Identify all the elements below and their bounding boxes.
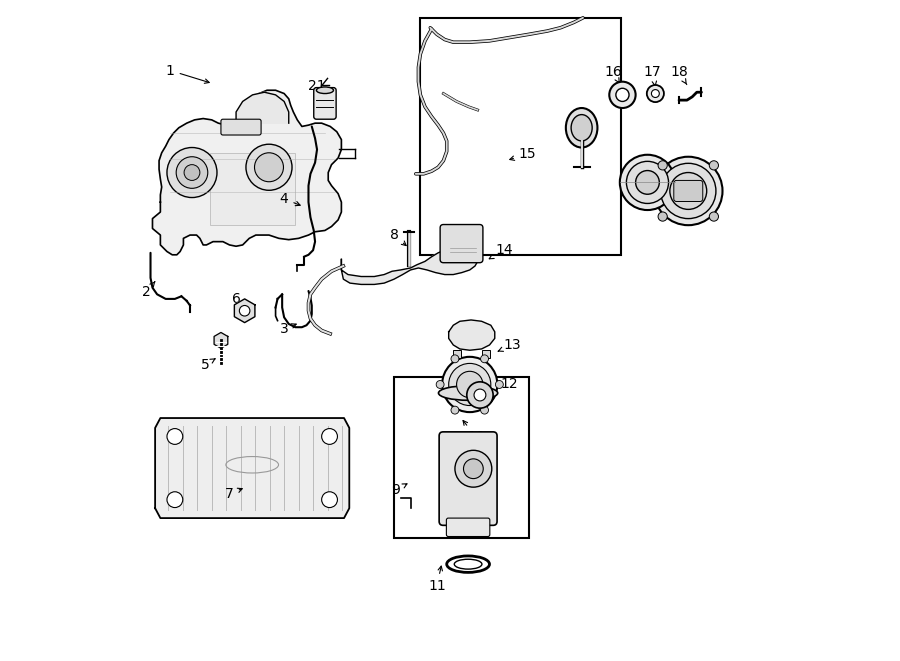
- Polygon shape: [152, 91, 341, 254]
- Polygon shape: [341, 247, 478, 284]
- Polygon shape: [234, 299, 255, 323]
- Circle shape: [442, 357, 498, 412]
- Circle shape: [620, 155, 675, 210]
- Circle shape: [321, 492, 338, 508]
- Polygon shape: [449, 320, 495, 350]
- Circle shape: [481, 406, 489, 414]
- Circle shape: [709, 161, 718, 170]
- Circle shape: [495, 381, 503, 389]
- Ellipse shape: [454, 559, 482, 569]
- FancyBboxPatch shape: [446, 518, 490, 537]
- Circle shape: [246, 144, 292, 190]
- Text: 8: 8: [390, 228, 406, 246]
- Text: 3: 3: [280, 322, 296, 336]
- Bar: [482, 350, 491, 358]
- Text: 5: 5: [201, 358, 215, 371]
- Circle shape: [449, 364, 491, 406]
- Circle shape: [654, 157, 723, 225]
- FancyBboxPatch shape: [314, 88, 336, 119]
- FancyBboxPatch shape: [440, 225, 483, 262]
- Text: 17: 17: [644, 65, 662, 86]
- Bar: [420, 18, 621, 254]
- Ellipse shape: [317, 87, 334, 94]
- Circle shape: [167, 492, 183, 508]
- Circle shape: [167, 428, 183, 444]
- Text: 21: 21: [308, 79, 326, 93]
- Text: 14: 14: [490, 243, 513, 259]
- Text: 1: 1: [166, 63, 209, 83]
- Circle shape: [481, 355, 489, 363]
- Circle shape: [321, 428, 338, 444]
- Text: 2: 2: [141, 282, 155, 299]
- Circle shape: [167, 147, 217, 198]
- Circle shape: [658, 161, 667, 170]
- FancyBboxPatch shape: [439, 432, 497, 525]
- Circle shape: [456, 371, 483, 398]
- Polygon shape: [236, 93, 289, 123]
- Text: 12: 12: [495, 377, 518, 391]
- Bar: [394, 377, 529, 538]
- Circle shape: [464, 459, 483, 479]
- Text: 20: 20: [634, 160, 651, 175]
- Circle shape: [467, 382, 493, 408]
- Circle shape: [451, 355, 459, 363]
- Circle shape: [609, 82, 635, 108]
- Bar: [453, 350, 461, 358]
- Polygon shape: [155, 418, 349, 518]
- Circle shape: [184, 165, 200, 180]
- Text: 16: 16: [605, 65, 622, 83]
- Ellipse shape: [566, 108, 598, 147]
- Text: 7: 7: [225, 486, 242, 501]
- Text: 4: 4: [280, 192, 300, 206]
- Circle shape: [647, 85, 664, 102]
- Circle shape: [255, 153, 284, 182]
- Text: 6: 6: [231, 292, 244, 307]
- Circle shape: [709, 212, 718, 221]
- Text: 11: 11: [428, 566, 446, 593]
- Circle shape: [451, 406, 459, 414]
- Text: 13: 13: [499, 338, 521, 352]
- Text: 9: 9: [392, 483, 407, 497]
- FancyBboxPatch shape: [220, 119, 261, 135]
- Circle shape: [626, 161, 669, 204]
- Circle shape: [176, 157, 208, 188]
- Circle shape: [474, 389, 486, 401]
- Circle shape: [652, 90, 660, 97]
- Circle shape: [670, 173, 706, 210]
- Circle shape: [436, 381, 444, 389]
- Circle shape: [635, 171, 660, 194]
- FancyBboxPatch shape: [674, 180, 703, 202]
- Ellipse shape: [446, 556, 490, 572]
- Text: 18: 18: [670, 65, 688, 85]
- Text: 19: 19: [682, 169, 701, 186]
- Circle shape: [661, 163, 716, 219]
- Text: 10: 10: [463, 420, 485, 444]
- Circle shape: [239, 305, 250, 316]
- Bar: [210, 153, 295, 225]
- Circle shape: [616, 89, 629, 101]
- Circle shape: [658, 212, 667, 221]
- Circle shape: [454, 450, 491, 487]
- Ellipse shape: [572, 114, 592, 141]
- Polygon shape: [214, 332, 228, 348]
- Text: 15: 15: [509, 147, 536, 161]
- Ellipse shape: [438, 386, 498, 401]
